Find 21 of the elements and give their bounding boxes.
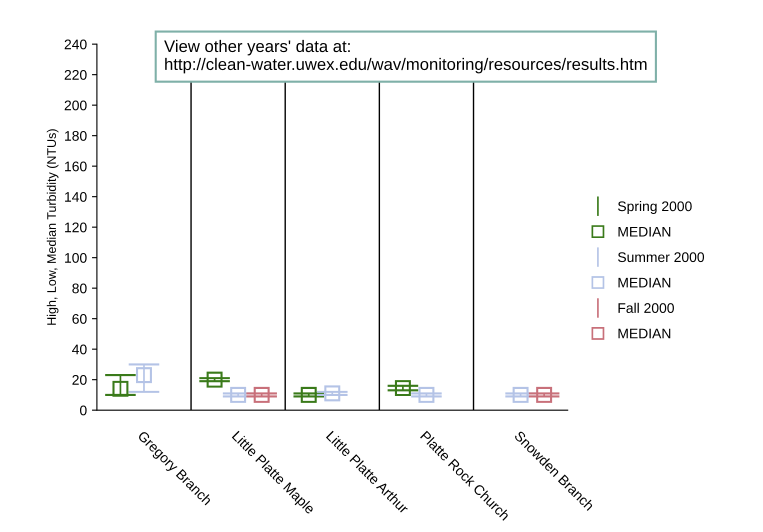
- y-tick-label: 160: [65, 161, 87, 172]
- y-axis-title: High, Low, Median Turbidity (NTUs): [46, 129, 58, 325]
- text: MEDIAN: [618, 278, 670, 288]
- y-tick-label: 0: [80, 406, 87, 416]
- annotation: View other years' data at: http://clean-water.uwex.edu/wav/monitoring/resources/results.htm: [164, 40, 646, 74]
- y-tick-label: 240: [64, 39, 87, 50]
- text: MEDIAN: [618, 226, 670, 237]
- y-tick-label: 180: [65, 130, 87, 141]
- y-tick-label: 20: [72, 375, 87, 385]
- legend-label: Fall 2000: [618, 302, 674, 313]
- y-tick-label: 100: [65, 253, 87, 263]
- y-tick-label: 40: [72, 344, 87, 354]
- text: MEDIAN: [618, 328, 670, 338]
- y-tick-label: 60: [72, 314, 87, 324]
- legend-label: Summer 2000: [618, 252, 704, 262]
- legend-label: Spring 2000: [618, 200, 692, 214]
- y-tick-label: 220: [64, 70, 87, 80]
- y-tick-label: 80: [72, 284, 87, 294]
- y-tick-label: 120: [65, 222, 87, 232]
- y-tick-label: 140: [65, 192, 87, 202]
- y-tick-label: 200: [64, 100, 87, 110]
